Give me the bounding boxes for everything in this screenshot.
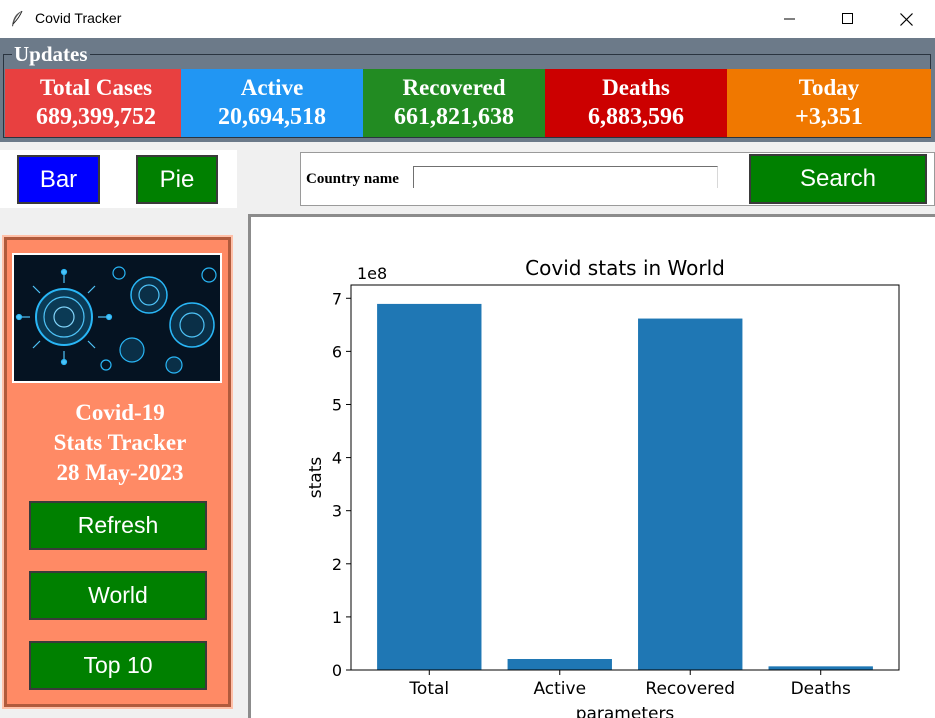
y-tick-label: 7 (332, 289, 342, 308)
search-button[interactable]: Search (749, 154, 927, 204)
total-cases-label: Total Cases (39, 75, 153, 100)
close-icon (899, 12, 913, 26)
bar-recovered (638, 318, 743, 670)
chart-title: Covid stats in World (525, 256, 725, 280)
bar-chart: 0 1 2 3 4 5 6 7 Total Active Recovered Deaths Covi… (306, 256, 900, 718)
active-label: Active (240, 75, 304, 100)
total-cases-value: 689,399,752 (36, 104, 156, 130)
total-cases-card: Total Cases 689,399,752 (5, 69, 187, 137)
active-card: Active 20,694,518 (181, 69, 363, 137)
y-tick-label: 3 (332, 502, 342, 521)
close-button[interactable] (877, 0, 935, 38)
maximize-icon (842, 13, 854, 25)
tracker-date: 28 May-2023 (56, 460, 184, 485)
x-tick-label: Active (533, 679, 586, 699)
y-tick-label: 2 (332, 555, 342, 574)
country-name-input[interactable] (413, 166, 718, 188)
updates-label: Updates (12, 42, 90, 66)
window-title: Covid Tracker (35, 10, 122, 26)
top-10-button[interactable]: Top 10 (29, 641, 207, 690)
deaths-label: Deaths (602, 75, 670, 100)
minimize-button[interactable] (761, 0, 819, 38)
bar-chart-button[interactable]: Bar (17, 155, 100, 204)
y-tick-label: 5 (332, 395, 342, 414)
tracker-title-line1: Covid-19 (75, 400, 165, 425)
chart-frame: 0 1 2 3 4 5 6 7 Total Active Recovered Deaths Covi… (248, 214, 935, 718)
minimize-icon (784, 13, 796, 25)
active-value: 20,694,518 (218, 104, 326, 130)
feather-icon (10, 10, 24, 28)
chart-offset-label: 1e8 (357, 264, 387, 283)
chart-axes (350, 284, 900, 671)
world-button[interactable]: World (29, 571, 207, 620)
deaths-card: Deaths 6,883,596 (545, 69, 727, 137)
deaths-value: 6,883,596 (588, 104, 684, 130)
today-label: Today (798, 75, 860, 100)
y-tick-label: 6 (332, 342, 342, 361)
coronavirus-image (12, 253, 222, 383)
today-card: Today +3,351 (727, 69, 931, 137)
tracker-title: Covid-19 Stats Tracker 28 May-2023 (20, 398, 220, 488)
pie-chart-button[interactable]: Pie (136, 155, 218, 204)
country-name-label: Country name (306, 171, 399, 187)
y-tick-label: 4 (332, 449, 342, 468)
title-bar: Covid Tracker (0, 0, 935, 38)
bar-active (507, 659, 612, 670)
bar-total (377, 303, 482, 670)
y-tick-label: 0 (332, 661, 342, 680)
x-tick-label: Deaths (791, 679, 851, 699)
recovered-label: Recovered (402, 75, 506, 100)
x-tick-label: Recovered (645, 679, 735, 699)
recovered-value: 661,821,638 (394, 104, 514, 130)
refresh-button[interactable]: Refresh (29, 501, 207, 550)
bar-deaths (768, 666, 873, 670)
today-value: +3,351 (795, 104, 863, 130)
y-axis-label: stats (306, 457, 326, 499)
x-tick-label: Total (408, 679, 449, 699)
tracker-title-line2: Stats Tracker (53, 430, 187, 455)
x-axis-label: parameters (576, 704, 675, 718)
maximize-button[interactable] (819, 0, 877, 38)
recovered-card: Recovered 661,821,638 (363, 69, 545, 137)
y-tick-label: 1 (332, 608, 342, 627)
